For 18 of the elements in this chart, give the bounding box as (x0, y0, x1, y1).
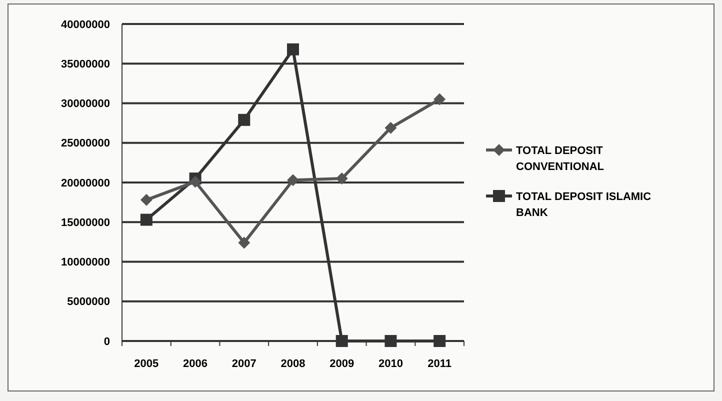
y-tick-label: 35000000 (61, 58, 110, 70)
x-tick-label: 2008 (280, 358, 306, 370)
y-tick-label: 15000000 (61, 216, 110, 229)
legend-label: TOTAL DEPOSIT ISLAMIC BANK (516, 190, 652, 219)
y-tick-label: 20000000 (61, 177, 110, 190)
y-tick-label: 40000000 (61, 18, 110, 31)
x-tick-label: 2006 (183, 358, 208, 370)
y-tick-label: 0 (104, 336, 110, 348)
y-tick-label: 10000000 (61, 256, 110, 269)
y-tick-label: 25000000 (61, 138, 110, 150)
legend-label: TOTAL DEPOSIT CONVENTIONAL (516, 144, 604, 173)
x-tick-label: 2011 (428, 358, 452, 370)
y-tick-label: 5000000 (67, 296, 110, 308)
x-tick-label: 2005 (134, 358, 159, 370)
y-tick-label: 30000000 (61, 98, 110, 110)
x-tick-label: 2009 (330, 358, 354, 370)
x-tick-label: 2010 (378, 358, 403, 370)
x-tick-label: 2007 (232, 358, 256, 370)
